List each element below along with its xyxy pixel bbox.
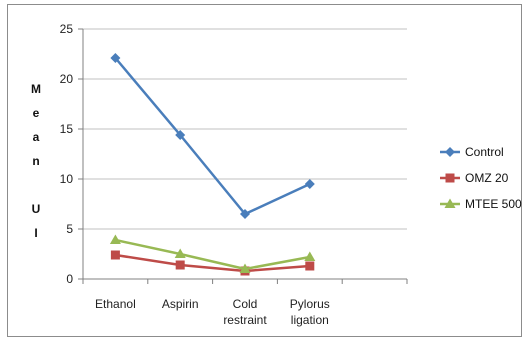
y-tick-label: 20: [60, 72, 74, 86]
y-axis-label-letter: M: [31, 82, 41, 96]
legend-marker: [445, 147, 455, 157]
data-point: [175, 130, 186, 140]
legend-marker: [445, 173, 455, 183]
data-point: [109, 234, 121, 244]
data-point: [110, 250, 120, 260]
y-axis-label-letter: I: [34, 226, 37, 240]
y-tick-label: 0: [66, 272, 73, 286]
x-tick-label-line: Ethanol: [95, 297, 136, 311]
data-point: [239, 263, 251, 273]
chart-frame: [7, 4, 522, 337]
y-tick-label: 15: [60, 122, 74, 136]
y-tick-label: 5: [66, 222, 73, 236]
x-tick-label-line: Cold: [233, 297, 258, 311]
legend-marker: [444, 198, 456, 208]
x-tick-label-line: Aspirin: [162, 297, 199, 311]
y-axis-label-letter: a: [33, 130, 40, 144]
x-tick-label: Ethanol: [95, 297, 136, 311]
data-point: [174, 248, 186, 258]
series-line-omz-20: [115, 253, 310, 273]
x-tick-label-line: restraint: [223, 313, 267, 327]
y-axis-label-letter: e: [33, 106, 40, 120]
y-tick-label: 10: [60, 172, 74, 186]
data-point: [175, 260, 185, 270]
y-axis-label-letter: U: [32, 202, 41, 216]
series-line-mtee-500: [115, 238, 311, 271]
y-tick-label: 25: [60, 22, 74, 36]
data-point: [305, 261, 315, 271]
series-line-control: [114, 57, 311, 216]
data-point: [304, 251, 316, 261]
data-point: [304, 179, 315, 189]
x-tick-label: Pylorus ligation: [290, 297, 330, 327]
legend-label: MTEE 500: [465, 197, 522, 211]
x-tick-label-line: Pylorus: [290, 297, 330, 311]
data-point: [110, 53, 121, 63]
legend-label: Control: [465, 145, 504, 159]
x-tick-label: Aspirin: [162, 297, 199, 311]
x-tick-label: Cold restraint: [223, 297, 267, 327]
data-point: [240, 209, 250, 219]
legend-label: OMZ 20: [465, 171, 509, 185]
x-tick-label-line: ligation: [291, 313, 329, 327]
y-axis-label-letter: n: [32, 154, 39, 168]
